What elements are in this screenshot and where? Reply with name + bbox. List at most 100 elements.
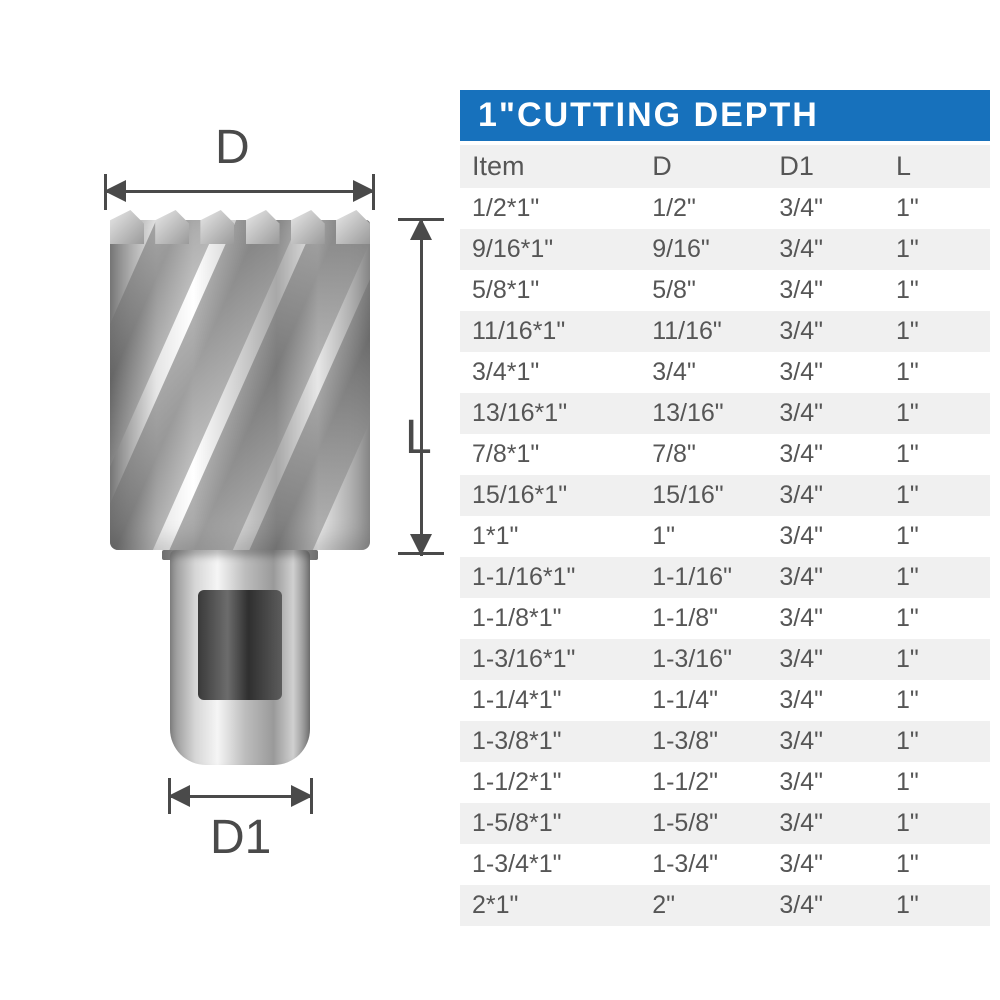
table-row: 9/16*1"9/16"3/4"1": [460, 229, 990, 270]
table-cell: 1-1/2*1": [460, 762, 640, 803]
table-cell: 11/16": [640, 311, 767, 352]
dimension-label-D: D: [215, 120, 250, 175]
table-cell: 1-3/4": [640, 844, 767, 885]
table-row: 3/4*1"3/4"3/4"1": [460, 352, 990, 393]
table-cell: 1": [884, 598, 990, 639]
page: D L D1 1"CUTTING DEPTH Item D D: [0, 0, 1000, 1000]
table-cell: 1": [884, 762, 990, 803]
table-row: 1/2*1"1/2"3/4"1": [460, 188, 990, 229]
table-row: 1-5/8*1"1-5/8"3/4"1": [460, 803, 990, 844]
table-cell: 3/4": [767, 598, 884, 639]
table-cell: 1": [884, 270, 990, 311]
table-cell: 9/16": [640, 229, 767, 270]
col-header-L: L: [884, 145, 990, 188]
table-cell: 1-1/2": [640, 762, 767, 803]
table-cell: 1": [884, 516, 990, 557]
product-diagram: D L D1: [0, 90, 460, 910]
table-cell: 7/8": [640, 434, 767, 475]
table-cell: 3/4*1": [460, 352, 640, 393]
table-cell: 1": [884, 434, 990, 475]
table-cell: 1-1/16*1": [460, 557, 640, 598]
table-cell: 2": [640, 885, 767, 926]
cutter-shank: [170, 550, 310, 765]
table-cell: 1-1/4": [640, 680, 767, 721]
table-cell: 1-1/8": [640, 598, 767, 639]
table-row: 1-3/16*1"1-3/16"3/4"1": [460, 639, 990, 680]
table-cell: 1": [884, 680, 990, 721]
table-row: 1*1"1"3/4"1": [460, 516, 990, 557]
table-cell: 1/2*1": [460, 188, 640, 229]
table-row: 13/16*1"13/16"3/4"1": [460, 393, 990, 434]
table-cell: 15/16*1": [460, 475, 640, 516]
table-cell: 3/4": [767, 229, 884, 270]
table-row: 2*1"2"3/4"1": [460, 885, 990, 926]
table-cell: 3/4": [767, 680, 884, 721]
table-cell: 5/8*1": [460, 270, 640, 311]
table-cell: 1": [884, 352, 990, 393]
table-cell: 3/4": [767, 270, 884, 311]
table-cell: 1-1/8*1": [460, 598, 640, 639]
dimension-label-L: L: [405, 410, 432, 465]
col-header-item: Item: [460, 145, 640, 188]
col-header-D1: D1: [767, 145, 884, 188]
table-cell: 1": [884, 311, 990, 352]
table-cell: 1-5/8*1": [460, 803, 640, 844]
table-cell: 13/16*1": [460, 393, 640, 434]
table-cell: 1": [884, 229, 990, 270]
table-cell: 15/16": [640, 475, 767, 516]
table-cell: 1-3/16*1": [460, 639, 640, 680]
table-cell: 13/16": [640, 393, 767, 434]
table-cell: 1": [884, 557, 990, 598]
table-cell: 1": [640, 516, 767, 557]
table-cell: 1-3/16": [640, 639, 767, 680]
table-cell: 1-3/4*1": [460, 844, 640, 885]
table-cell: 3/4": [767, 557, 884, 598]
table-cell: 3/4": [767, 844, 884, 885]
table-cell: 1": [884, 844, 990, 885]
table-cell: 3/4": [767, 475, 884, 516]
table-cell: 5/8": [640, 270, 767, 311]
cutter-body: [110, 220, 370, 550]
table-cell: 1": [884, 885, 990, 926]
table-row: 1-1/8*1"1-1/8"3/4"1": [460, 598, 990, 639]
table-cell: 3/4": [767, 762, 884, 803]
table-cell: 3/4": [767, 639, 884, 680]
table-row: 7/8*1"7/8"3/4"1": [460, 434, 990, 475]
table-row: 15/16*1"15/16"3/4"1": [460, 475, 990, 516]
table-cell: 1": [884, 188, 990, 229]
table-cell: 3/4": [767, 803, 884, 844]
table-cell: 1-5/8": [640, 803, 767, 844]
table-cell: 3/4": [767, 188, 884, 229]
dimension-line-L: [420, 218, 423, 556]
spec-table: Item D D1 L 1/2*1"1/2"3/4"1"9/16*1"9/16"…: [460, 145, 990, 926]
table-cell: 3/4": [767, 393, 884, 434]
banner-title: 1"CUTTING DEPTH: [460, 90, 990, 141]
table-cell: 1-3/8": [640, 721, 767, 762]
table-cell: 7/8*1": [460, 434, 640, 475]
table-cell: 11/16*1": [460, 311, 640, 352]
table-row: 11/16*1"11/16"3/4"1": [460, 311, 990, 352]
table-cell: 3/4": [767, 352, 884, 393]
table-cell: 3/4": [767, 434, 884, 475]
table-cell: 9/16*1": [460, 229, 640, 270]
col-header-D: D: [640, 145, 767, 188]
table-cell: 1": [884, 639, 990, 680]
table-row: 1-1/2*1"1-1/2"3/4"1": [460, 762, 990, 803]
table-cell: 3/4": [767, 885, 884, 926]
table-cell: 3/4": [767, 311, 884, 352]
table-cell: 2*1": [460, 885, 640, 926]
table-row: 1-1/4*1"1-1/4"3/4"1": [460, 680, 990, 721]
table-cell: 1": [884, 721, 990, 762]
table-row: 5/8*1"5/8"3/4"1": [460, 270, 990, 311]
table-cell: 1-3/8*1": [460, 721, 640, 762]
table-row: 1-3/8*1"1-3/8"3/4"1": [460, 721, 990, 762]
dimension-label-D1: D1: [210, 810, 271, 865]
spec-panel: 1"CUTTING DEPTH Item D D1 L 1/2*1"1/2"3/…: [460, 90, 1000, 910]
table-header-row: Item D D1 L: [460, 145, 990, 188]
table-row: 1-3/4*1"1-3/4"3/4"1": [460, 844, 990, 885]
table-cell: 1*1": [460, 516, 640, 557]
table-cell: 1/2": [640, 188, 767, 229]
table-cell: 3/4": [640, 352, 767, 393]
table-cell: 1": [884, 475, 990, 516]
annular-cutter: [110, 220, 370, 780]
